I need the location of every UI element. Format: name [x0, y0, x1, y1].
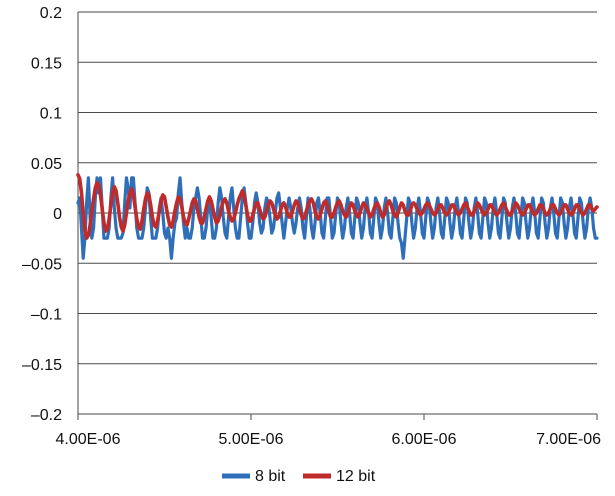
x-tick-labels: 4.00E-06 5.00E-06 6.00E-06 7.00E-06 — [56, 431, 602, 448]
y-tick-label: –0.2 — [31, 407, 62, 424]
y-tick-label: 0.2 — [40, 5, 62, 22]
y-tick-label: –0.15 — [22, 357, 62, 374]
y-tick-label: –0.05 — [22, 256, 62, 273]
x-tick-label: 6.00E-06 — [392, 431, 457, 448]
y-tick-labels: 0.2 0.15 0.1 0.05 0 –0.05 –0.1 –0.15 –0.2 — [22, 5, 62, 424]
x-tick-label: 4.00E-06 — [56, 431, 121, 448]
x-tick-label: 7.00E-06 — [536, 431, 601, 448]
gridlines — [78, 11, 597, 365]
x-tick-label: 5.00E-06 — [219, 431, 284, 448]
y-tick-label: 0.05 — [31, 156, 62, 173]
y-tick-label: –0.1 — [31, 307, 62, 324]
y-tick-label: 0 — [53, 206, 62, 223]
series-line-8-bit — [76, 176, 599, 260]
axes — [77, 12, 598, 420]
series-lines — [76, 173, 599, 260]
legend-label: 12 bit — [336, 468, 376, 485]
legend-label: 8 bit — [255, 468, 286, 485]
y-tick-label: 0.1 — [40, 106, 62, 123]
legend: 8 bit 12 bit — [222, 468, 376, 485]
y-tick-label: 0.15 — [31, 55, 62, 72]
series-line-12-bit — [76, 173, 599, 240]
